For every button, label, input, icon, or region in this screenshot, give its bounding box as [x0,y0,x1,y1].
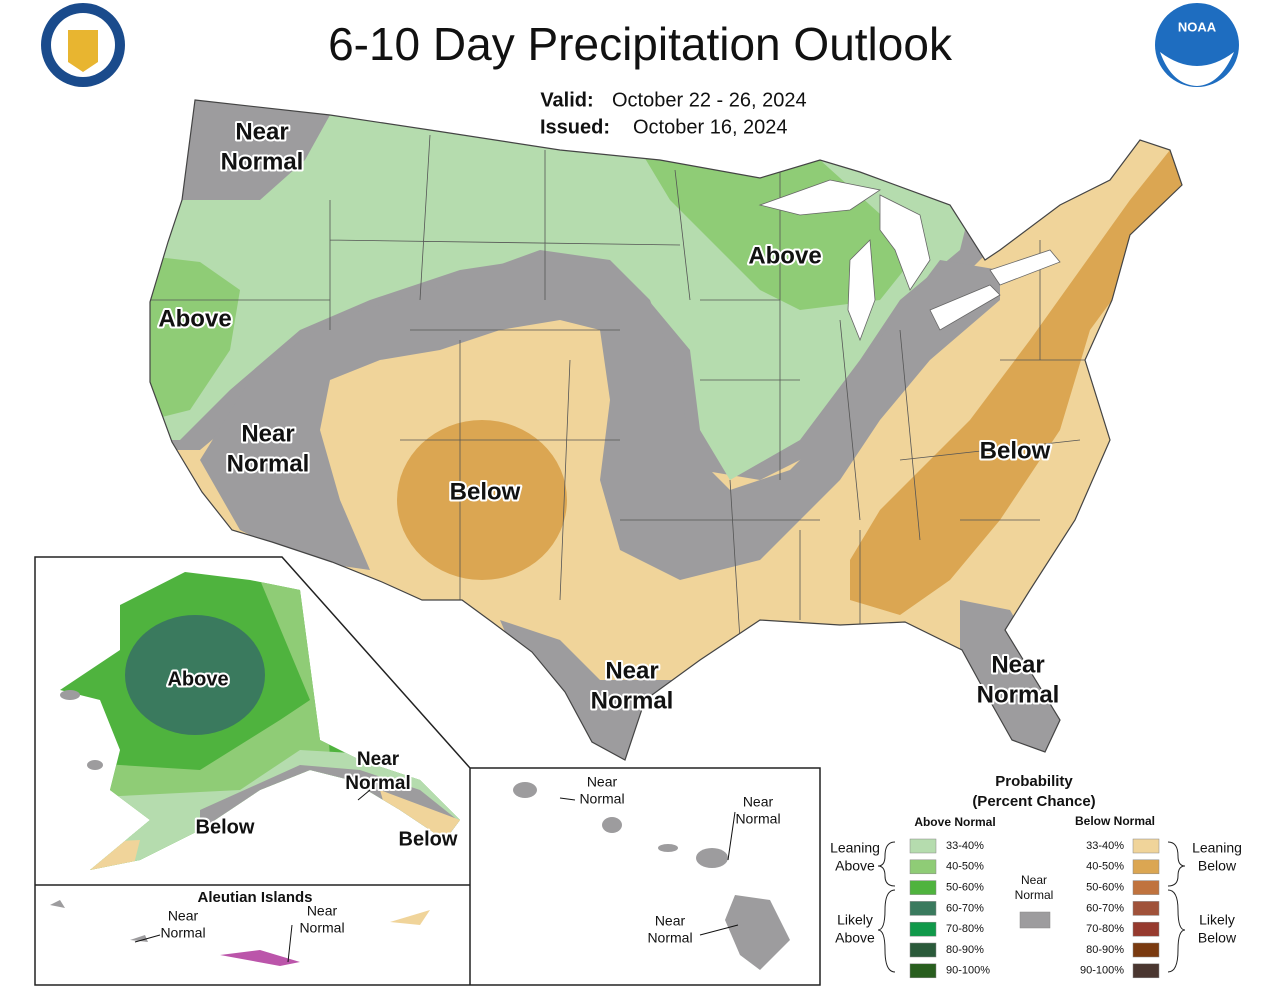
hawaii-label: Normal [735,811,780,827]
legend-swatch [1132,921,1160,937]
legend-swatch [909,901,937,916]
great-lakes [758,179,1061,342]
legend-near-normal: Near [1021,873,1047,887]
valid-dates: October 22 - 26, 2024 [612,89,807,111]
legend-range: 50-60% [946,882,984,894]
legend-swatch [909,838,937,854]
region-label: Above [748,242,821,269]
legend-range: 70-80% [946,923,984,935]
legend-range: 40-50% [946,861,984,873]
legend-range: 50-60% [1086,882,1124,894]
region-label: Above [158,305,231,332]
legend-subtitle: (Percent Chance) [972,793,1095,810]
region-label: Normal [591,687,674,714]
region-label: Normal [221,148,304,175]
legend-near-normal: Normal [1015,888,1054,902]
region-label: Below [450,478,521,505]
region-label: Near [235,118,288,145]
region-label: Normal [227,450,310,477]
legend-group: Likely [837,912,873,928]
legend-swatch [909,921,937,937]
aleutian-label: Near [307,903,338,919]
legend-title: Probability [995,773,1073,790]
legend-swatch [909,942,937,958]
legend-swatch [909,963,937,979]
region-label: Below [980,437,1051,464]
alaska-label: Near [357,749,400,770]
legend-swatch [1132,880,1160,895]
conus-outline [149,99,1183,761]
leader-lines [134,789,739,963]
aleutian-label: Normal [299,920,344,936]
legend-header: Above Normal [914,815,995,829]
hawaii-label: Near [743,794,774,810]
aleutian-label: Normal [160,925,205,941]
legend-range: 80-90% [946,944,984,956]
noaa-text: NOAA [1178,19,1217,34]
issued-date: October 16, 2024 [633,116,788,138]
legend-swatch [1132,901,1160,916]
legend-range: 70-80% [1086,923,1124,935]
legend-swatch [1019,911,1051,929]
legend-range: 90-100% [946,965,990,977]
legend-range: 60-70% [1086,902,1124,914]
legend-braces [877,841,1186,973]
region-label: Near [991,651,1044,678]
legend-group: Below [1198,930,1237,946]
legend-range: 33-40% [946,840,984,852]
legend-swatch [1132,859,1160,875]
legend-swatch [1132,838,1160,854]
legend-swatch [1132,942,1160,958]
alaska-label: Normal [345,773,410,794]
legend-swatch [909,859,937,875]
islands [50,690,790,970]
legend-group: Leaning [830,840,880,856]
legend-group: Below [1198,858,1237,874]
alaska-label: Below [196,816,255,838]
legend-swatch [909,880,937,895]
legend-range: 33-40% [1086,840,1124,852]
region-label: Near [605,657,658,684]
legend-range: 60-70% [946,902,984,914]
alaska-label: Above [167,668,228,690]
region-label: Normal [977,681,1060,708]
legend-range: 80-90% [1086,944,1124,956]
legend-group: Above [835,858,875,874]
hawaii-label: Normal [647,930,692,946]
inset-frames [34,556,821,986]
aleutian-label: Near [168,908,199,924]
doc-logo [41,3,125,87]
region-label: Near [241,420,294,447]
legend-swatch [1132,963,1160,979]
legend-header: Below Normal [1075,814,1155,828]
noaa-logo: NOAA [1155,3,1239,87]
legend-group: Likely [1199,912,1235,928]
alaska-label: Below [399,828,458,850]
legend-range: 40-50% [1086,861,1124,873]
hawaii-label: Near [587,774,618,790]
hawaii-label: Near [655,913,686,929]
valid-label: Valid: [540,89,593,111]
title: 6-10 Day Precipitation Outlook [328,18,953,70]
hawaii-label: Normal [579,791,624,807]
legend-group: Leaning [1192,840,1242,856]
issued-label: Issued: [540,116,610,138]
aleutian-title: Aleutian Islands [197,889,312,906]
legend-group: Above [835,930,875,946]
legend-range: 90-100% [1080,965,1124,977]
